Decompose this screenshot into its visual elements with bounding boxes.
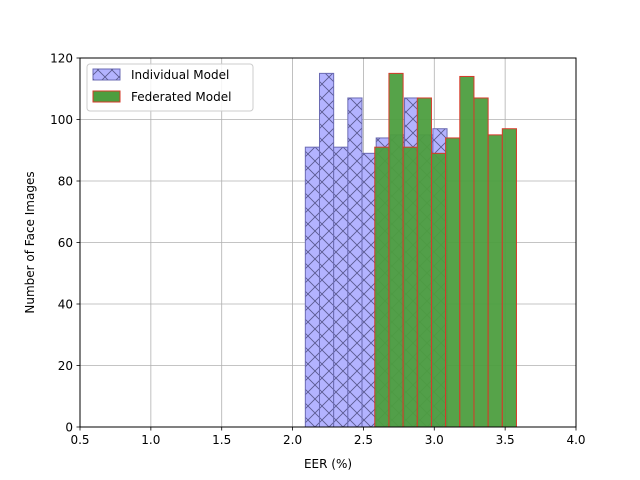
bar-hatch (304, 146, 320, 428)
bar-series-2 (402, 146, 418, 428)
bar-series-2 (501, 128, 517, 428)
y-axis-label: Number of Face Images (23, 171, 37, 313)
x-axis-label: EER (%) (304, 457, 352, 471)
bar-series-2 (388, 72, 404, 428)
y-tick-label: 120 (50, 52, 73, 66)
x-tick-label: 4.0 (566, 433, 585, 447)
bar-series-2 (416, 97, 432, 428)
legend-label: Individual Model (131, 68, 229, 82)
y-tick-label: 80 (58, 175, 73, 189)
bar-hatch (361, 152, 377, 428)
x-tick-label: 0.5 (70, 433, 89, 447)
bar-series-2 (473, 97, 489, 428)
legend-swatch-hatch (93, 69, 120, 80)
y-tick-label: 40 (58, 298, 73, 312)
x-tick-label: 3.0 (425, 433, 444, 447)
legend-box (86, 63, 254, 112)
x-tick-label: 2.0 (283, 433, 302, 447)
bars (304, 72, 517, 428)
x-tick-label: 3.5 (496, 433, 515, 447)
bar-series-2 (430, 152, 447, 428)
x-tick-label: 2.5 (354, 433, 373, 447)
x-tick-label: 1.0 (141, 433, 160, 447)
x-tick-label: 1.5 (212, 433, 231, 447)
bar-hatch (347, 97, 363, 428)
y-tick-label: 0 (65, 421, 73, 435)
axis-ticks: 0.5 1.0 1.5 2.0 2.5 3.0 3.5 4.0 0 20 40 60 80 100 120 (50, 52, 585, 448)
y-tick-label: 60 (58, 236, 73, 250)
legend-swatch (92, 90, 121, 103)
legend: Individual Model Federated Model (86, 63, 254, 112)
legend-label: Federated Model (131, 90, 231, 104)
bar-series-2 (487, 134, 503, 428)
y-tick-label: 100 (50, 113, 73, 127)
bar-hatch (318, 72, 335, 428)
bar-series-2 (374, 146, 390, 428)
y-tick-label: 20 (58, 359, 73, 373)
bar-series-2 (445, 137, 461, 428)
bar-series-2 (459, 75, 475, 428)
bar-hatch (333, 146, 349, 428)
